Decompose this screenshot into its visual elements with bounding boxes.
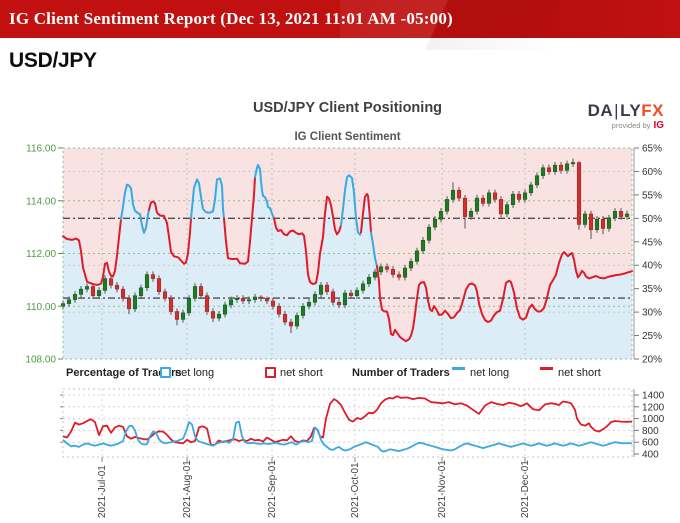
net-long-square-icon xyxy=(160,367,171,378)
legend-percentage-header: Percentage of Traders xyxy=(66,367,182,379)
svg-text:2021-Nov-01: 2021-Nov-01 xyxy=(437,460,448,518)
count-net-long-line xyxy=(62,420,633,453)
logo-bar-glyph: | xyxy=(614,101,620,120)
svg-text:1000: 1000 xyxy=(642,414,665,425)
dailyfx-logo: DA|LYFX provided by IG xyxy=(588,102,664,131)
svg-text:600: 600 xyxy=(642,438,659,449)
instrument-title: USD/JPY xyxy=(9,49,97,72)
svg-text:30%: 30% xyxy=(642,308,662,319)
header-bar: IG Client Sentiment Report (Dec 13, 2021… xyxy=(0,0,680,50)
svg-text:110.00: 110.00 xyxy=(26,302,56,313)
svg-text:45%: 45% xyxy=(642,237,662,248)
svg-text:112.00: 112.00 xyxy=(26,249,56,260)
svg-text:25%: 25% xyxy=(642,331,662,342)
pct-net_short-segment xyxy=(360,193,372,234)
pct-net_long-segment xyxy=(190,177,225,220)
legend-pct-net-short-label: net short xyxy=(280,367,323,379)
legend-num-net-short-label: net short xyxy=(558,367,601,379)
ig-logo: IG xyxy=(653,120,664,131)
pct-net_long-segment xyxy=(340,174,362,236)
net-short-line-icon xyxy=(540,367,553,370)
pct-net_short-segment xyxy=(223,176,256,265)
chart-legend: Percentage of Traders net long net short… xyxy=(0,366,680,384)
svg-text:20%: 20% xyxy=(642,355,662,366)
svg-text:800: 800 xyxy=(642,426,659,437)
svg-text:35%: 35% xyxy=(642,284,662,295)
svg-text:2021-Dec-01: 2021-Dec-01 xyxy=(520,460,531,518)
legend-number-header: Number of Traders xyxy=(352,367,450,379)
svg-text:50%: 50% xyxy=(642,214,662,225)
svg-text:55%: 55% xyxy=(642,190,662,201)
pct-net_short-segment xyxy=(148,200,192,265)
logo-fx-text: FX xyxy=(641,101,664,120)
pct-net_short-segment xyxy=(273,195,342,285)
legend-num-net-long-label: net long xyxy=(470,367,510,379)
svg-text:114.00: 114.00 xyxy=(26,196,56,207)
svg-text:108.00: 108.00 xyxy=(25,355,56,366)
pct-net_long-segment xyxy=(370,231,378,268)
candlestick-layer xyxy=(60,158,630,334)
dailyfx-logotype: DA|LYFX xyxy=(588,102,664,119)
main-chart-axes: 116.00 114.00 112.00 110.00 108.00 65% 60% 55% 5… xyxy=(25,144,662,366)
net-short-square-icon xyxy=(265,367,276,378)
net-long-line-icon xyxy=(452,367,465,370)
svg-text:40%: 40% xyxy=(642,261,662,272)
svg-text:400: 400 xyxy=(642,450,659,461)
date-axis: 2021-Jul-01 2021-Aug-01 2021-Sep-01 2021-Oc… xyxy=(97,457,531,518)
pct-net_short-segment xyxy=(376,251,633,343)
svg-text:2021-Aug-01: 2021-Aug-01 xyxy=(182,460,193,518)
svg-text:60%: 60% xyxy=(642,167,662,178)
sentiment-percentage-line xyxy=(62,163,633,343)
svg-text:2021-Sep-01: 2021-Sep-01 xyxy=(267,460,278,518)
svg-text:116.00: 116.00 xyxy=(26,144,56,155)
pct-net_long-segment xyxy=(254,163,275,220)
provided-by: provided by IG xyxy=(588,121,664,131)
provided-by-text: provided by xyxy=(611,121,651,130)
count-net-short-line xyxy=(62,395,633,447)
chart-subtitle: IG Client Sentiment xyxy=(294,131,401,143)
svg-text:1400: 1400 xyxy=(642,391,665,402)
report-title: IG Client Sentiment Report (Dec 13, 2021… xyxy=(9,9,453,28)
svg-text:1200: 1200 xyxy=(642,402,665,413)
svg-text:65%: 65% xyxy=(642,144,662,155)
svg-text:2021-Oct-01: 2021-Oct-01 xyxy=(350,462,361,518)
logo-ly-text: LY xyxy=(620,101,642,120)
svg-text:2021-Jul-01: 2021-Jul-01 xyxy=(97,465,108,518)
pct-net_long-segment xyxy=(120,183,150,234)
legend-pct-net-long-label: net long xyxy=(175,367,215,379)
pct-net_short-segment xyxy=(62,218,122,286)
chart-title: USD/JPY Client Positioning xyxy=(252,100,443,116)
logo-daily-text: DA xyxy=(587,101,614,120)
